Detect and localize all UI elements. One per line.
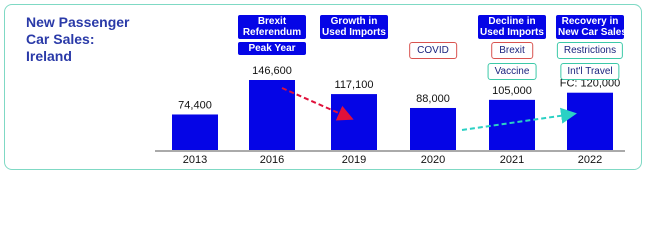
chart: 74,400 2013 146,600 2016 117,100 2019 88,000 20… [155, 65, 625, 166]
value-label: 88,000 [416, 93, 450, 105]
x-tick-label: 2022 [578, 154, 602, 166]
infographic: New Passenger Car Sales: Ireland 74,400 201… [4, 4, 642, 170]
annotation: Recovery in New Car Sales [556, 15, 627, 39]
frame [4, 4, 642, 170]
annotation-text: Vaccine [494, 66, 530, 77]
annotation-text: Restrictions [563, 45, 617, 56]
bar [172, 114, 218, 150]
trend-arrow [281, 87, 354, 121]
annotation: Decline in Used Imports [478, 15, 546, 39]
annotation-text: Used Imports [322, 27, 386, 38]
annotation-text: Decline in [488, 16, 536, 27]
annotation: Int'l Travel [560, 63, 620, 80]
title-line: Ireland [26, 48, 72, 64]
trend-arrow [461, 107, 577, 131]
annotation: Growth in Used Imports [320, 15, 388, 39]
annotation-text: Recovery in [561, 16, 619, 27]
annotation-text: Growth in [330, 16, 378, 27]
annotation: COVID [409, 42, 457, 59]
value-label: 105,000 [492, 85, 532, 97]
x-tick-label: 2019 [342, 154, 366, 166]
bar [249, 80, 295, 150]
annotation-text: Brexit [257, 16, 287, 27]
annotation-text: COVID [417, 45, 449, 56]
value-label: FC: 120,000 [560, 78, 621, 90]
annotation-text: Brexit [499, 45, 525, 56]
x-tick-label: 2021 [500, 154, 524, 166]
bar [567, 92, 613, 150]
annotation: Vaccine [487, 63, 537, 80]
annotation-text: Used Imports [480, 27, 544, 38]
title-line: New Passenger [26, 14, 130, 30]
title-line: Car Sales: [26, 31, 95, 47]
x-tick-label: 2013 [183, 154, 207, 166]
bar [410, 107, 456, 150]
value-label: 74,400 [178, 99, 212, 111]
value-label: 117,100 [335, 79, 374, 91]
annotation-text: Referendum [242, 27, 302, 38]
annotation-text: New Car Sales [558, 27, 627, 38]
value-label: 146,600 [252, 65, 292, 77]
annotation: Brexit Referendum [238, 15, 306, 39]
x-tick-label: 2016 [260, 154, 284, 166]
bar [331, 94, 377, 150]
x-tick-label: 2020 [421, 154, 445, 166]
annotation-text: Int'l Travel [567, 66, 613, 77]
annotation: Peak Year [238, 42, 306, 55]
annotation-text: Peak Year [248, 43, 296, 54]
annotation: Restrictions [556, 42, 624, 59]
chart-title: New Passenger Car Sales: Ireland [26, 14, 130, 65]
annotation: Brexit [491, 42, 533, 59]
